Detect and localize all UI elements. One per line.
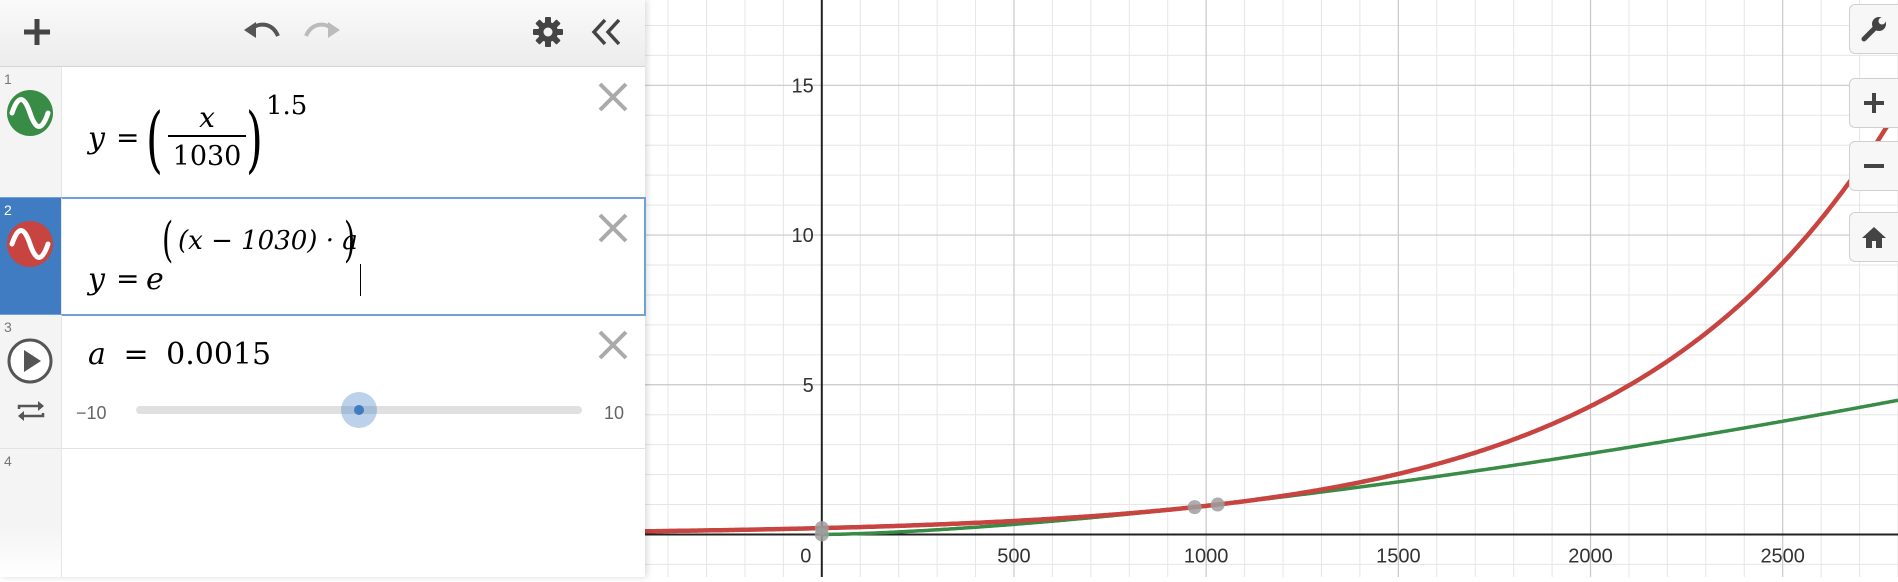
expression-number: 1 [4, 71, 12, 87]
expression-gutter: 3 [0, 315, 62, 448]
add-expression-button[interactable] [15, 10, 59, 54]
y-tick-label: 10 [792, 225, 814, 247]
y-tick-label: 15 [792, 75, 814, 97]
math-exponent-left-paren: ( [162, 212, 174, 268]
close-icon[interactable] [595, 327, 631, 363]
point-of-interest [814, 527, 829, 542]
expression-number: 3 [4, 319, 12, 335]
expression-toolbar [0, 0, 645, 67]
plus-icon [1864, 93, 1884, 113]
close-icon[interactable] [595, 79, 631, 115]
undo-icon [244, 22, 280, 38]
settings-button[interactable] [526, 10, 570, 54]
math-exponent-inner: (x − 1030) · a [178, 226, 358, 256]
x-tick-label: 500 [997, 545, 1030, 567]
curve-expression-2 [645, 107, 1898, 534]
math-equals: = [116, 262, 140, 295]
graph-canvas[interactable]: 0 500 1000 1500 2000 2500 5 10 15 [645, 0, 1898, 577]
expression-row-1[interactable]: 1 y = ( x 1030 ) 1.5 [0, 67, 645, 198]
slider-thumb-dot [354, 405, 365, 415]
text-cursor [360, 264, 361, 296]
slider-max-label[interactable]: 10 [604, 403, 625, 423]
gear-icon [533, 17, 563, 47]
expression-gutter: 1 [0, 67, 62, 197]
slider-thumb[interactable] [341, 392, 378, 428]
math-right-paren: ) [246, 97, 263, 181]
slider-min-label[interactable]: −10 [76, 403, 107, 423]
expression-row-2[interactable]: 2 y = e ( (x − 1030) · a ) [0, 197, 646, 316]
fraction-bar [168, 135, 246, 137]
collapse-list-button[interactable] [584, 10, 628, 54]
math-numerator: x [199, 101, 215, 134]
expression-number: 2 [4, 202, 12, 218]
math-equals: = [116, 121, 140, 154]
math-equals: = [123, 337, 149, 372]
x-tick-label: 1500 [1376, 545, 1421, 567]
math-base: e [146, 262, 164, 297]
wrench-icon [1861, 17, 1886, 42]
minus-icon [1864, 164, 1884, 168]
x-tick-label: 1000 [1184, 545, 1229, 567]
y-tick-label: 5 [803, 375, 814, 397]
graph-wave-icon[interactable] [6, 220, 54, 268]
expression-list-panel: 1 y = ( x 1030 ) 1.5 2 [0, 0, 646, 577]
home-icon [1862, 227, 1886, 248]
point-of-interest [1187, 500, 1202, 515]
expression-row-4[interactable]: 4 [0, 449, 645, 577]
math-exponent: 1.5 [266, 91, 308, 121]
graph-paper[interactable]: 0 500 1000 1500 2000 2500 5 10 15 [645, 0, 1898, 577]
loop-icon[interactable] [16, 399, 46, 423]
expression-row-3[interactable]: 3 a = 0.0015 −10 10 [0, 315, 645, 449]
math-left-paren: ( [146, 97, 163, 181]
x-tick-label: 2500 [1760, 545, 1805, 567]
default-view-button[interactable] [1849, 212, 1898, 262]
curve-expression-1 [821, 398, 1898, 537]
math-exponent-right-paren: ) [344, 212, 356, 268]
math-denominator: 1030 [172, 141, 242, 172]
play-icon[interactable] [6, 337, 54, 385]
x-tick-label: 2000 [1568, 545, 1613, 567]
math-lhs: y [88, 121, 105, 156]
math-lhs: y [88, 262, 105, 297]
zoom-in-button[interactable] [1849, 78, 1898, 128]
graph-settings-button[interactable] [1849, 4, 1898, 54]
x-tick-label: 0 [800, 545, 811, 567]
zoom-out-button[interactable] [1849, 141, 1898, 191]
redo-button[interactable] [300, 10, 344, 54]
expression-gutter: 2 [0, 198, 62, 314]
undo-button[interactable] [240, 10, 284, 54]
graph-wave-icon[interactable] [6, 89, 54, 137]
expression-number: 4 [4, 453, 12, 469]
plus-icon [24, 19, 50, 45]
expression-gutter: 4 [0, 449, 62, 577]
close-icon[interactable] [595, 210, 631, 246]
slider-value: 0.0015 [166, 337, 272, 372]
point-of-interest [1210, 497, 1225, 512]
double-chevron-left-icon [591, 18, 621, 46]
redo-icon [304, 22, 340, 38]
math-lhs: a [88, 337, 106, 372]
slider-expression-math[interactable]: a = 0.0015 [88, 337, 271, 372]
